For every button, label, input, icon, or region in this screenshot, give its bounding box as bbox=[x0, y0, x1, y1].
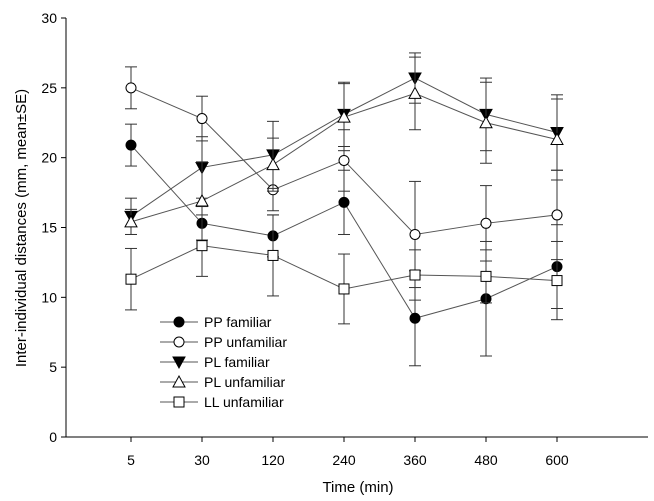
data-point bbox=[338, 196, 350, 208]
series-layer bbox=[124, 52, 564, 367]
y-axis-title: Inter-individual distances (mm, mean±SE) bbox=[13, 89, 30, 367]
y-tick-label: 20 bbox=[41, 150, 57, 166]
data-point bbox=[409, 228, 421, 240]
y-tick-label: 10 bbox=[41, 289, 57, 305]
data-point bbox=[338, 154, 350, 166]
data-point bbox=[125, 273, 137, 285]
legend: PP familiar PP unfamiliar PL familiar PL un… bbox=[160, 314, 287, 410]
y-tick-label: 30 bbox=[41, 10, 57, 26]
legend-label: PP unfamiliar bbox=[204, 334, 287, 350]
data-point bbox=[479, 115, 493, 129]
legend-label: PL unfamiliar bbox=[204, 374, 286, 390]
data-point bbox=[337, 110, 351, 123]
data-point bbox=[480, 217, 492, 229]
data-point bbox=[125, 82, 137, 94]
legend-label: PP familiar bbox=[204, 314, 272, 330]
x-tick-label: 480 bbox=[474, 452, 498, 468]
x-tick-label: 360 bbox=[403, 452, 427, 468]
legend-item: PP familiar bbox=[160, 314, 272, 330]
data-point bbox=[196, 113, 208, 125]
legend-marker bbox=[173, 316, 185, 328]
y-tick-label: 5 bbox=[49, 359, 57, 375]
legend-item: PP unfamiliar bbox=[160, 334, 287, 350]
data-point bbox=[125, 139, 137, 151]
plot-frame bbox=[65, 18, 648, 438]
legend-marker bbox=[173, 396, 185, 408]
data-point bbox=[551, 275, 563, 287]
x-tick-label: 30 bbox=[194, 452, 210, 468]
data-point bbox=[196, 240, 208, 252]
data-point bbox=[124, 214, 138, 228]
data-point bbox=[409, 269, 421, 281]
x-tick-label: 600 bbox=[545, 452, 569, 468]
x-axis-title: Time (min) bbox=[322, 479, 393, 496]
y-tick-label: 0 bbox=[49, 429, 57, 445]
y-tick-label: 25 bbox=[41, 80, 57, 96]
legend-marker bbox=[172, 374, 186, 388]
data-point bbox=[480, 270, 492, 282]
y-axis-ticks: 0 5 10 15 20 25 30 bbox=[41, 10, 66, 445]
x-tick-label: 5 bbox=[127, 452, 135, 468]
legend-marker bbox=[173, 336, 185, 348]
x-axis-ticks: 5 30 120 240 360 480 600 bbox=[127, 437, 569, 468]
y-tick-label: 15 bbox=[41, 220, 57, 236]
data-point bbox=[408, 86, 422, 99]
legend-item: LL unfamiliar bbox=[160, 394, 284, 410]
legend-label: LL unfamiliar bbox=[204, 394, 284, 410]
data-point bbox=[338, 283, 350, 295]
data-point bbox=[550, 132, 564, 146]
series-ll-unfamiliar bbox=[125, 214, 563, 325]
x-tick-label: 120 bbox=[261, 452, 285, 468]
data-point bbox=[266, 157, 280, 171]
legend-item: PL unfamiliar bbox=[160, 374, 286, 390]
data-point bbox=[195, 193, 209, 207]
x-tick-label: 240 bbox=[332, 452, 356, 468]
legend-item: PL familiar bbox=[160, 354, 270, 370]
legend-label: PL familiar bbox=[204, 354, 270, 370]
data-point bbox=[267, 249, 279, 261]
series-pl-unfamiliar bbox=[124, 56, 564, 241]
legend-marker bbox=[172, 356, 186, 370]
data-point bbox=[551, 209, 563, 221]
data-point bbox=[409, 312, 421, 324]
